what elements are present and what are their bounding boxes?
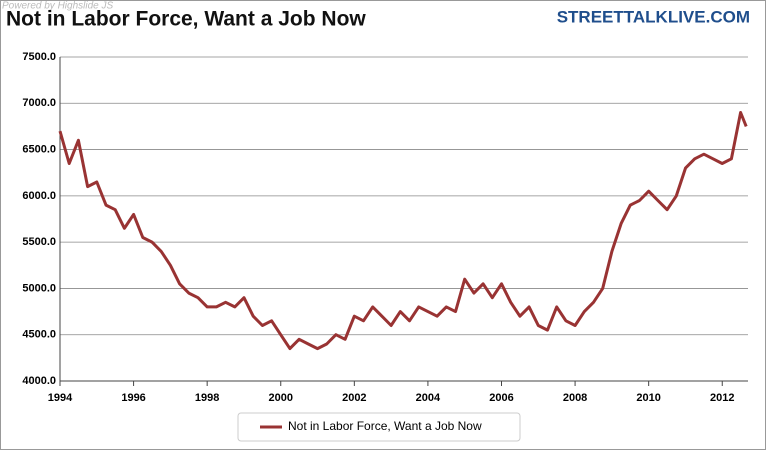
x-tick-label: 2000 [269,392,293,404]
series-line [58,111,748,351]
source: STREETTALKLIVE.COM [557,7,750,26]
x-tick-label: 1996 [121,392,145,404]
y-tick-label: 6500.0 [22,143,56,155]
legend-box [237,412,521,442]
x-tick-label: 2006 [489,392,513,404]
credit: Powered by Highslide JS [2,1,113,12]
x-tick-label: 2002 [342,392,366,404]
x-tick-label: 2010 [636,392,660,404]
y-tick-label: 7500.0 [22,51,56,63]
y-tick-label: 4000.0 [22,375,56,387]
y-tick-label: 6000.0 [22,190,56,202]
chart-title: Not in Labor Force, Want a Job Now [6,8,366,31]
x-tick-label: 2004 [416,392,441,404]
y-tick-label: 4500.0 [22,329,56,341]
y-tick-label: 5000.0 [22,282,56,294]
x-tick-label: 2012 [710,392,734,404]
y-tick-label: 7000.0 [22,97,56,109]
x-tick-label: 1994 [48,392,73,404]
x-tick-label: 1998 [195,392,219,404]
legend-label: Not in Labor Force, Want a Job Now [288,419,482,433]
x-tick-label: 2008 [563,392,587,404]
y-tick-label: 5500.0 [22,236,56,248]
